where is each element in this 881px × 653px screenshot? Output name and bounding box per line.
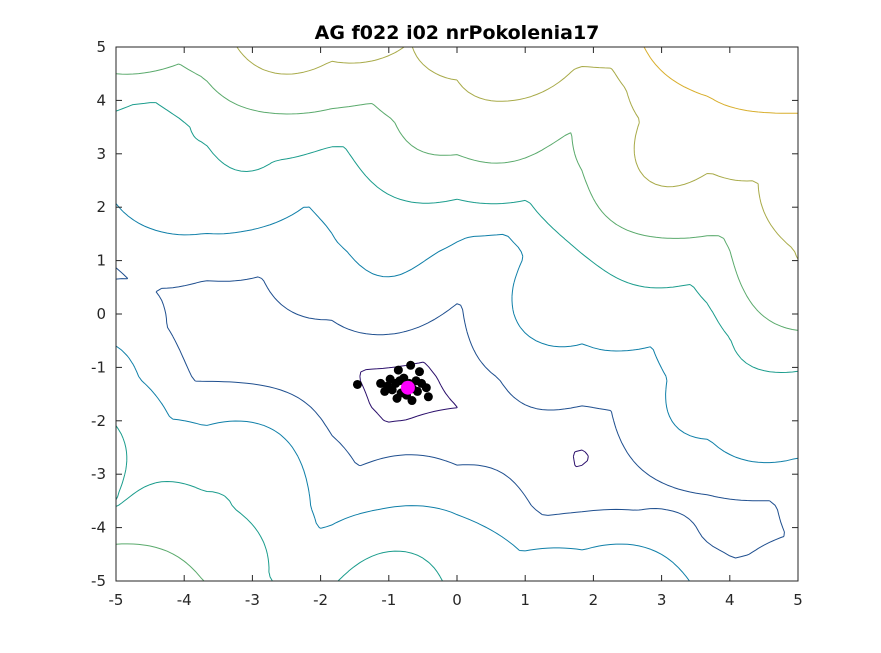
y-tick-label: 3 bbox=[96, 145, 106, 163]
y-tick-label: 1 bbox=[96, 252, 106, 270]
contour-level-5 bbox=[116, 63, 798, 581]
contour-level-3 bbox=[116, 203, 798, 581]
population-point bbox=[395, 376, 405, 386]
population-point bbox=[414, 367, 424, 377]
population-point bbox=[392, 393, 402, 403]
x-tick-label: -2 bbox=[313, 591, 328, 609]
y-tick-label: -1 bbox=[91, 358, 106, 376]
x-tick-label: -3 bbox=[245, 591, 260, 609]
y-tick-label: -2 bbox=[91, 412, 106, 430]
population-point bbox=[421, 383, 431, 393]
contour-level-4 bbox=[116, 102, 798, 581]
y-tick-label: 4 bbox=[96, 91, 106, 109]
x-tick-label: 5 bbox=[793, 591, 803, 609]
best-point-group bbox=[400, 380, 415, 395]
population-point bbox=[423, 392, 433, 402]
plot-area bbox=[115, 46, 799, 582]
y-tick-label: 2 bbox=[96, 198, 106, 216]
contour-level-2 bbox=[116, 267, 785, 559]
population-point bbox=[411, 376, 421, 386]
x-tick-label: 1 bbox=[520, 591, 530, 609]
x-tick-label: -1 bbox=[381, 591, 396, 609]
contour-level-7 bbox=[643, 47, 798, 114]
population-point bbox=[385, 374, 395, 384]
contour-lines bbox=[116, 47, 798, 581]
x-tick-label: 4 bbox=[725, 591, 735, 609]
population-point bbox=[407, 396, 417, 406]
best-point bbox=[400, 380, 415, 395]
axes-background bbox=[116, 47, 798, 581]
chart-title: AG f022 i02 nrPokolenia17 bbox=[315, 22, 600, 44]
population-point bbox=[393, 365, 403, 375]
x-tick-label: 2 bbox=[589, 591, 599, 609]
x-tick-label: -4 bbox=[177, 591, 192, 609]
y-tick-label: 0 bbox=[96, 305, 106, 323]
x-tick-label: -5 bbox=[109, 591, 124, 609]
population-point bbox=[352, 379, 362, 389]
x-tick-label: 0 bbox=[452, 591, 462, 609]
x-axis: -5 -4 -3 -2 -1 0 1 2 3 4 5 bbox=[109, 47, 803, 609]
y-axis: -5 -4 -3 -2 -1 0 1 2 3 4 5 bbox=[91, 38, 798, 590]
x-tick-label: 3 bbox=[657, 591, 667, 609]
population-point bbox=[406, 360, 416, 370]
population-point bbox=[380, 386, 390, 396]
y-tick-label: -3 bbox=[91, 465, 106, 483]
contour-level-6 bbox=[236, 47, 798, 260]
y-tick-label: -5 bbox=[91, 572, 106, 590]
population-point bbox=[376, 378, 386, 388]
y-tick-label: -4 bbox=[91, 519, 106, 537]
y-tick-label: 5 bbox=[96, 38, 106, 56]
